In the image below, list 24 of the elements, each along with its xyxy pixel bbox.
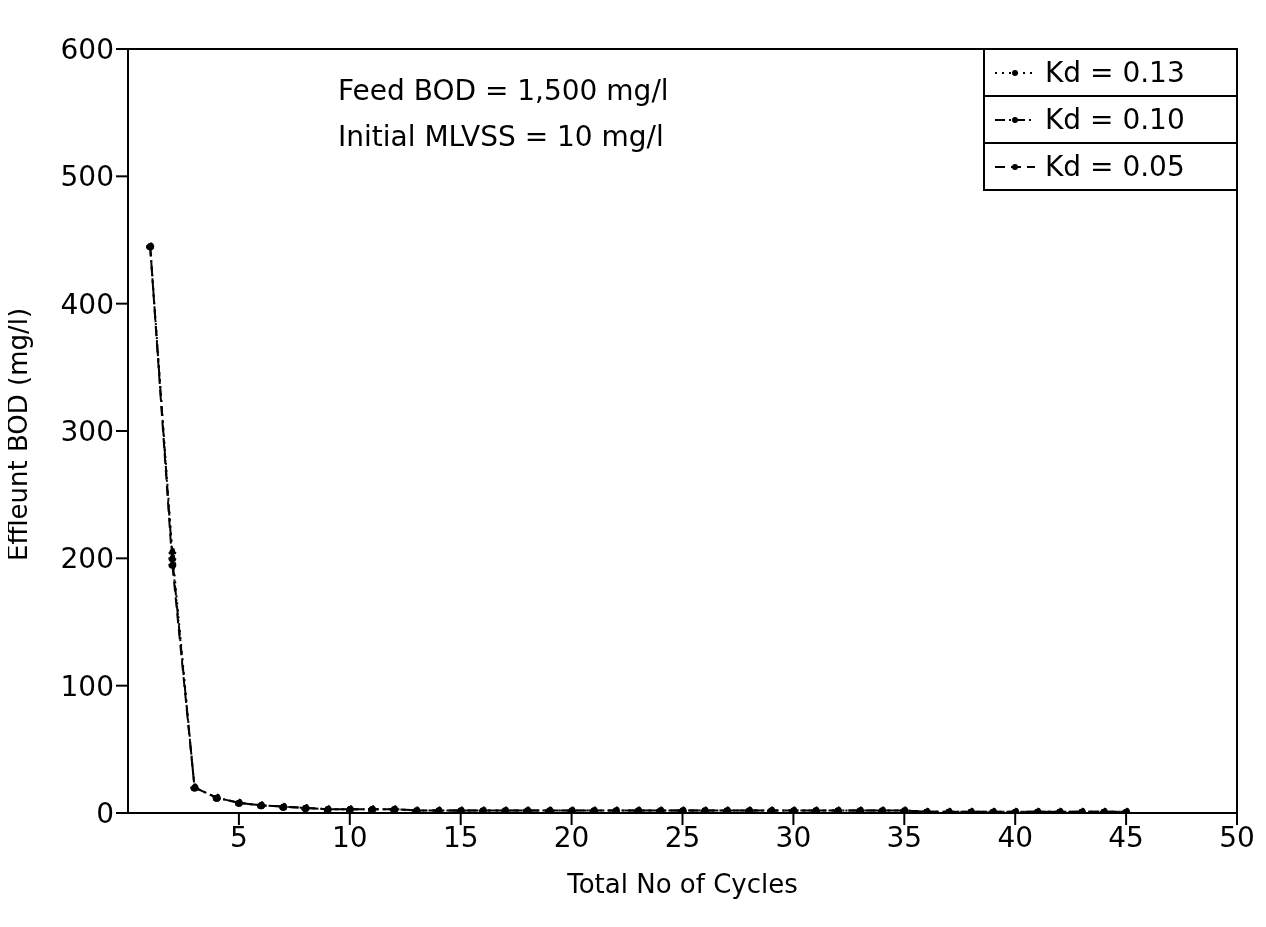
x-tick-label: 30 <box>775 820 812 854</box>
y-tick-label: 300 <box>60 414 114 448</box>
legend-label: Kd = 0.13 <box>1045 56 1185 89</box>
y-tick-label: 0 <box>96 796 114 830</box>
y-tick-label: 500 <box>60 160 114 194</box>
y-tick-label: 200 <box>60 542 114 576</box>
annotation: Initial MLVSS = 10 mg/l <box>338 119 665 155</box>
x-tick-label: 10 <box>331 820 368 854</box>
x-axis-title: Total No of Cycles <box>566 869 798 899</box>
x-tick-label: 25 <box>664 820 701 854</box>
legend-label: Kd = 0.05 <box>1045 150 1185 183</box>
x-tick-label: 40 <box>997 820 1034 854</box>
y-tick-label: 400 <box>60 287 114 321</box>
x-tick-label: 5 <box>229 820 248 854</box>
x-tick-label: 50 <box>1219 820 1255 854</box>
x-tick-label: 45 <box>1108 820 1144 854</box>
annotation: Feed BOD = 1,500 mg/l <box>338 73 669 109</box>
y-tick-label: 100 <box>60 669 114 703</box>
y-axis-title: Effleunt BOD (mg/l) <box>3 307 34 561</box>
x-tick-label: 35 <box>886 820 923 854</box>
x-tick-label: 15 <box>442 820 479 854</box>
legend-label: Kd = 0.10 <box>1045 103 1185 136</box>
x-tick-label: 20 <box>553 820 590 854</box>
y-tick-label: 600 <box>60 32 114 66</box>
